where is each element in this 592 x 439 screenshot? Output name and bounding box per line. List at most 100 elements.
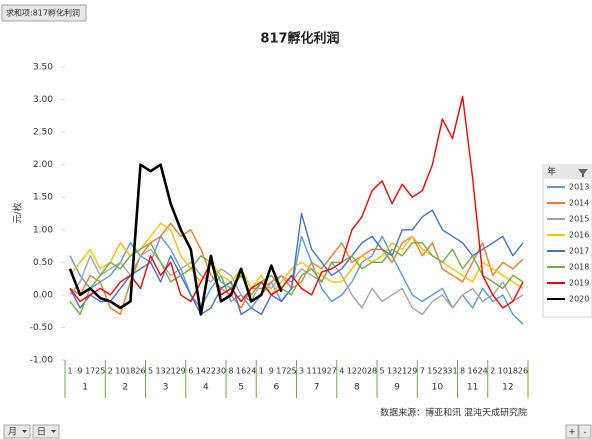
x-tick-label: 29 (407, 367, 417, 376)
collapse-button[interactable]: - (583, 428, 586, 438)
chart-title: 817孵化利润 (260, 31, 339, 47)
y-tick-label: 2.50 (33, 128, 53, 138)
filter-icon[interactable] (578, 169, 588, 177)
field-button-box[interactable] (1, 4, 87, 22)
month-label: 4 (203, 383, 209, 393)
series-line (69, 222, 524, 296)
month-label: 12 (502, 383, 513, 393)
month-button-label[interactable]: 月 (8, 427, 17, 438)
field-button-label[interactable]: 求和项:817孵化利润 (6, 8, 80, 18)
x-tick-label: 7 (420, 367, 425, 376)
month-label: 1 (82, 383, 88, 393)
dropdown-arrow[interactable] (51, 430, 56, 433)
y-tick-label: -1.00 (30, 356, 54, 366)
month-label: 2 (123, 383, 129, 393)
x-tick-label: 27 (327, 367, 337, 376)
legend-header[interactable]: 年 (547, 166, 556, 178)
x-tick-label: 25 (95, 367, 105, 376)
month-label: 11 (467, 383, 478, 393)
expand-button[interactable]: + (568, 428, 576, 438)
month-label: 5 (238, 383, 244, 393)
x-tick-label: 18 (125, 367, 135, 376)
x-tick-label: 31 (447, 367, 457, 376)
series-line (69, 235, 524, 325)
month-button[interactable]: 月 (3, 424, 31, 439)
legend: 年 (542, 164, 592, 318)
x-tick-label: 24 (246, 367, 256, 376)
series-line (69, 248, 524, 316)
day-button-box[interactable] (32, 424, 60, 439)
x-tick-label: 26 (518, 367, 528, 376)
x-tick-label: 6 (188, 367, 193, 376)
x-tick-label: 16 (468, 367, 478, 376)
x-tick-label: 8 (460, 367, 465, 376)
x-tick-label: 12 (347, 367, 357, 376)
x-tick-label: 4 (339, 367, 344, 376)
x-tick-label: 20 (357, 367, 367, 376)
month-button-box[interactable] (3, 424, 31, 439)
y-tick-label: 1.00 (33, 225, 53, 235)
x-tick-label: 28 (367, 367, 377, 376)
y-tick-label: -0.50 (30, 323, 54, 333)
month-label: 6 (274, 383, 280, 393)
x-tick-label: 2 (490, 367, 495, 376)
x-tick-label: 9 (78, 367, 83, 376)
expand-button-box[interactable] (565, 424, 579, 439)
x-tick-label: 26 (135, 367, 145, 376)
x-tick-label: 22 (206, 367, 216, 376)
month-label: 3 (163, 383, 169, 393)
x-tick-label: 17 (85, 367, 95, 376)
legend-label: 2015 (569, 215, 589, 224)
month-label: 10 (432, 383, 444, 393)
legend-box (542, 164, 592, 318)
month-label: 7 (314, 383, 320, 393)
x-tick-label: 24 (478, 367, 488, 376)
x-tick-label: 5 (148, 367, 153, 376)
series-line (69, 95, 524, 309)
legend-label: 2020 (569, 295, 589, 304)
y-tick-label: 3.00 (33, 95, 53, 105)
legend-label: 2016 (569, 231, 589, 240)
x-tick-label: 15 (427, 367, 437, 376)
source: 数据来源：博亚和讯 混沌天成研究院 (380, 407, 527, 419)
x-tick-label: 19 (317, 367, 327, 376)
collapse-button-box[interactable] (578, 424, 592, 439)
legend-label: 2013 (569, 183, 589, 192)
x-tick-label: 2 (108, 367, 113, 376)
x-tick-label: 10 (498, 367, 508, 376)
x-tick-label: 9 (269, 367, 274, 376)
month-label: 8 (354, 383, 360, 393)
day-button-label[interactable]: 日 (37, 427, 46, 438)
x-tick-label: 23 (437, 367, 447, 376)
x-tick-label: 18 (508, 367, 518, 376)
x-tick-label: 8 (229, 367, 234, 376)
legend-header-box[interactable] (543, 165, 592, 179)
x-tick-label: 30 (216, 367, 226, 376)
day-button[interactable]: 日 (32, 424, 60, 439)
y-tick-label: 2.00 (33, 160, 53, 170)
x-tick-label: 3 (299, 367, 304, 376)
legend-label: 2018 (569, 263, 589, 272)
x-tick-label: 29 (176, 367, 186, 376)
x-tick-label: 17 (276, 367, 286, 376)
field-button[interactable]: 求和项:817孵化利润 (1, 4, 87, 22)
x-tick-label: 5 (380, 367, 385, 376)
series-line (69, 242, 524, 316)
y-tick-label: 0.50 (33, 258, 53, 268)
x-tick-label: 14 (196, 367, 206, 376)
y-tick-label: 0.00 (33, 290, 53, 300)
x-tick-label: 25 (286, 367, 296, 376)
month-label: 9 (394, 383, 400, 393)
dropdown-arrow[interactable] (22, 430, 27, 433)
x-tick-label: 1 (259, 367, 264, 376)
x-tick-label: 16 (236, 367, 246, 376)
x-tick-label: 13 (387, 367, 397, 376)
series-line (69, 209, 524, 316)
x-tick-label: 21 (166, 367, 176, 376)
y-tick-label: 3.50 (33, 63, 53, 73)
x-tick-label: 21 (397, 367, 407, 376)
legend-label: 2019 (569, 279, 589, 288)
series-line (68, 163, 283, 316)
y-tick-label: 1.50 (33, 193, 53, 203)
